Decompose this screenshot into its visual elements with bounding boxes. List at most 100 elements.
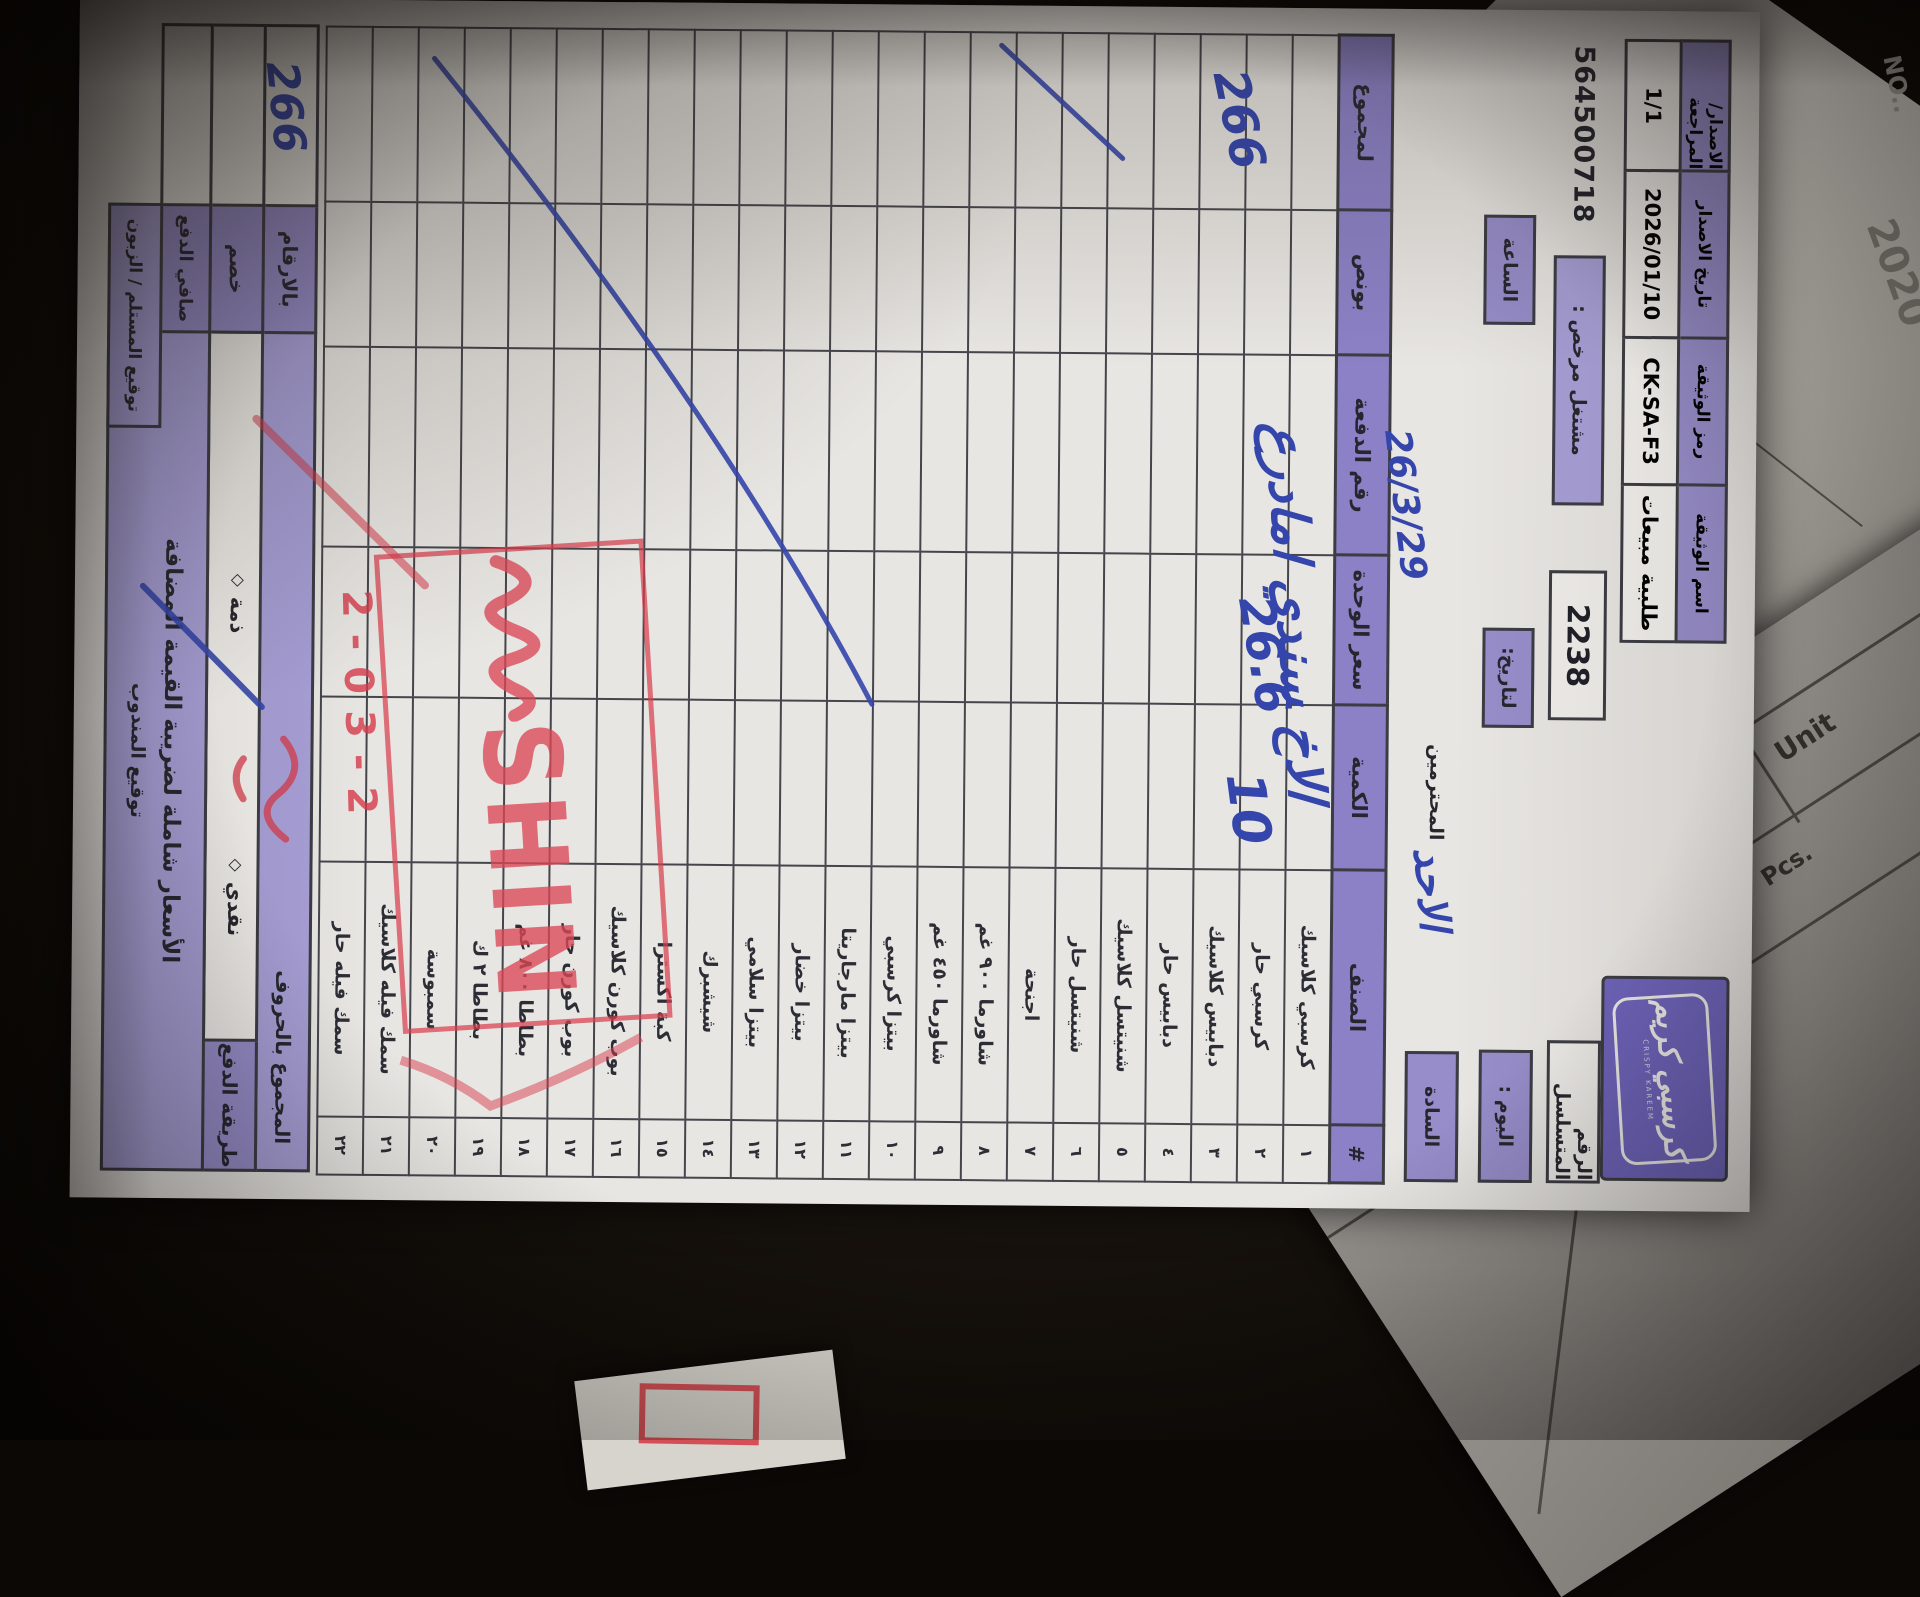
batch-cell: [874, 350, 923, 552]
batch-cell: [460, 347, 509, 548]
unit-price-cell: [827, 550, 875, 701]
red-stamp-fragment: [638, 1383, 760, 1446]
discount-value-cell: [209, 23, 267, 207]
qty-cell: [964, 701, 1012, 867]
doc-code-value: CK-SA-F3: [1620, 335, 1681, 487]
bonus-cell: [1244, 209, 1292, 355]
total-cell: [1015, 32, 1064, 208]
unit-price-cell: [1149, 553, 1197, 704]
batch-cell: [920, 351, 969, 552]
qty-cell: [1148, 703, 1196, 869]
batch-cell: [552, 347, 601, 549]
payment-option-cash: نقدي ◇: [223, 859, 248, 937]
bonus-cell: [1060, 207, 1108, 353]
row-number: ٥: [1099, 1122, 1146, 1182]
document-info-table: اسم الوثيقة رمز الوثيقة تاريخ الاصدار ال…: [1619, 33, 1732, 644]
unit-price-cell: [781, 549, 829, 701]
total-cell: [1061, 32, 1110, 208]
total-cell: [693, 29, 742, 205]
doc-code-label: رمز الوثيقة: [1675, 336, 1730, 487]
item-name-cell: شاورما ٩٠٠ غم: [961, 866, 1011, 1122]
row-number: ١٥: [639, 1118, 686, 1178]
batch-cell: [644, 348, 693, 550]
bonus-cell: [830, 205, 878, 351]
total-cell: [555, 28, 604, 204]
qty-cell: [872, 700, 920, 867]
bonus-cell: [1198, 208, 1246, 355]
sales-order-form: كرسبي كريم CRISPY KAREEM اسم الوثيقة رمز…: [69, 0, 1760, 1212]
bonus-cell: [508, 202, 556, 348]
bonus-cell: [1290, 209, 1338, 355]
unit-price-cell: [919, 551, 967, 702]
item-name-cell: كرسبي كلاسيك: [1283, 869, 1332, 1125]
unit-price-cell: [873, 550, 921, 702]
qty-cell: [918, 701, 966, 867]
bonus-cell: [1106, 207, 1154, 354]
row-number: ١٠: [869, 1120, 916, 1180]
bonus-cell: [370, 201, 418, 347]
qty-cell: [780, 699, 828, 866]
doc-rev-value: 1/1: [1623, 38, 1683, 173]
row-number: ٤: [1145, 1123, 1192, 1182]
agent-signature-label: توقيع المندوب: [125, 682, 150, 818]
item-name-cell: دبابيس كلاسيك: [1191, 868, 1241, 1124]
stamp-cursive-tail: [484, 555, 541, 723]
row-number: ١٧: [547, 1117, 594, 1177]
total-cell: [739, 29, 788, 206]
cash-label: نقدي: [222, 881, 248, 937]
col-header-bonus: بونص: [1336, 209, 1392, 356]
unit-price-cell: [689, 549, 737, 700]
doc-name-value: طلبية مبيعات: [1619, 482, 1679, 644]
row-number: ٨: [961, 1121, 1008, 1180]
col-header-item: الصنف: [1329, 869, 1386, 1126]
batch-cell: [690, 349, 739, 550]
item-name-cell: اجنحة: [1007, 866, 1057, 1123]
total-cell: [923, 31, 972, 207]
row-number: ٣: [1191, 1123, 1238, 1182]
total-cell: [969, 31, 1018, 208]
date-label: لتاريخ:: [1496, 647, 1520, 709]
col-header-number: #: [1329, 1124, 1384, 1184]
respected-label: المحترمين: [1424, 744, 1448, 841]
qty-cell: [688, 699, 736, 865]
row-number: ١٨: [501, 1117, 548, 1176]
bonus-cell: [692, 204, 740, 350]
qty-cell: [1010, 701, 1058, 868]
item-name-cell: بيتزا خضار: [777, 864, 827, 1121]
unit-price-cell: [735, 549, 783, 700]
item-name-cell: شنيتسل حار: [1053, 867, 1103, 1123]
batch-cell: [966, 351, 1015, 552]
batch-cell: [1104, 352, 1153, 554]
stamp-date: 2-03-2: [332, 589, 385, 831]
item-name-cell: شاورما ٤٥٠ غم: [915, 866, 965, 1122]
customer-label: السادة: [1420, 1086, 1443, 1148]
row-number: ٢٢: [317, 1115, 364, 1175]
item-name-cell: بيتزا سلامي: [731, 864, 781, 1120]
items-table-header-row: # الصنف الكمية سعر الوحدة رقم الدفعة بون…: [1329, 34, 1394, 1184]
qty-cell: [1056, 702, 1104, 868]
col-header-qty: الكمية: [1331, 704, 1388, 871]
item-name-cell: سمك فيله حار: [317, 860, 367, 1117]
licensed-operator-label: مشتغل مرخص :: [1567, 305, 1591, 456]
handwritten-quantity: 10: [1213, 768, 1283, 849]
batch-cell: [1058, 352, 1107, 553]
doc-name-label: اسم الوثيقة: [1674, 483, 1728, 644]
qty-cell: [1102, 702, 1150, 869]
row-number: ١: [1283, 1124, 1330, 1183]
bonus-cell: [324, 200, 372, 347]
item-name-cell: شنيتسل كلاسيك: [1099, 867, 1149, 1124]
bonus-cell: [1152, 208, 1200, 354]
bonus-cell: [784, 205, 832, 351]
row-number: ٦: [1053, 1122, 1100, 1181]
customer-signature-label: توقيع المستلم / الزبون: [123, 218, 146, 412]
red-stamp: SHIN: [373, 538, 673, 1035]
unit-price-cell: [965, 551, 1013, 702]
bonus-cell: [554, 202, 602, 349]
qty-cell: [826, 700, 874, 866]
col-header-unit-price: سعر الوحدة: [1333, 554, 1389, 706]
handwritten-total-figures: 266: [255, 58, 316, 156]
total-cell: [1153, 33, 1202, 209]
batch-cell: [1196, 353, 1245, 555]
net-value-cell: [160, 23, 214, 207]
